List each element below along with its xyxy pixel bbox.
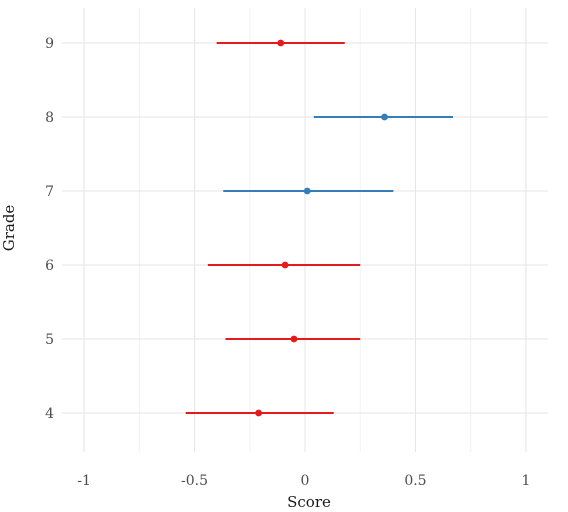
x-tick-label: -0.5 — [181, 473, 208, 489]
y-axis-ticks: 4 5 6 7 8 9 — [45, 36, 54, 422]
point-range-grade-6 — [207, 261, 361, 269]
point-ranges — [185, 39, 454, 417]
estimate-point — [290, 335, 298, 343]
minor-gridlines — [138, 8, 472, 452]
y-tick-label: 5 — [45, 332, 54, 348]
y-tick-label: 7 — [45, 184, 54, 200]
point-range-grade-9 — [216, 39, 345, 47]
estimate-point — [281, 261, 289, 269]
y-tick-label: 4 — [45, 406, 54, 422]
y-tick-label: 6 — [45, 258, 54, 274]
x-axis-ticks: -1 -0.5 0 0.5 1 — [77, 473, 530, 489]
point-range-grade-4 — [185, 409, 334, 417]
y-tick-label: 8 — [45, 110, 54, 126]
x-axis-title: Score — [287, 493, 331, 511]
estimate-point — [381, 113, 388, 121]
y-axis-title: Grade — [0, 205, 18, 252]
point-range-grade-5 — [225, 335, 361, 343]
estimate-point — [277, 39, 285, 47]
x-tick-label: 0.5 — [404, 473, 426, 489]
point-range-grade-8 — [313, 113, 454, 121]
estimate-point — [303, 187, 311, 195]
estimate-point — [255, 409, 263, 417]
major-gridlines — [62, 8, 548, 452]
x-tick-label: 0 — [301, 473, 310, 489]
x-tick-label: -1 — [77, 473, 91, 489]
point-range-grade-7 — [223, 187, 394, 195]
x-tick-label: 1 — [521, 473, 530, 489]
y-tick-label: 9 — [45, 36, 54, 52]
